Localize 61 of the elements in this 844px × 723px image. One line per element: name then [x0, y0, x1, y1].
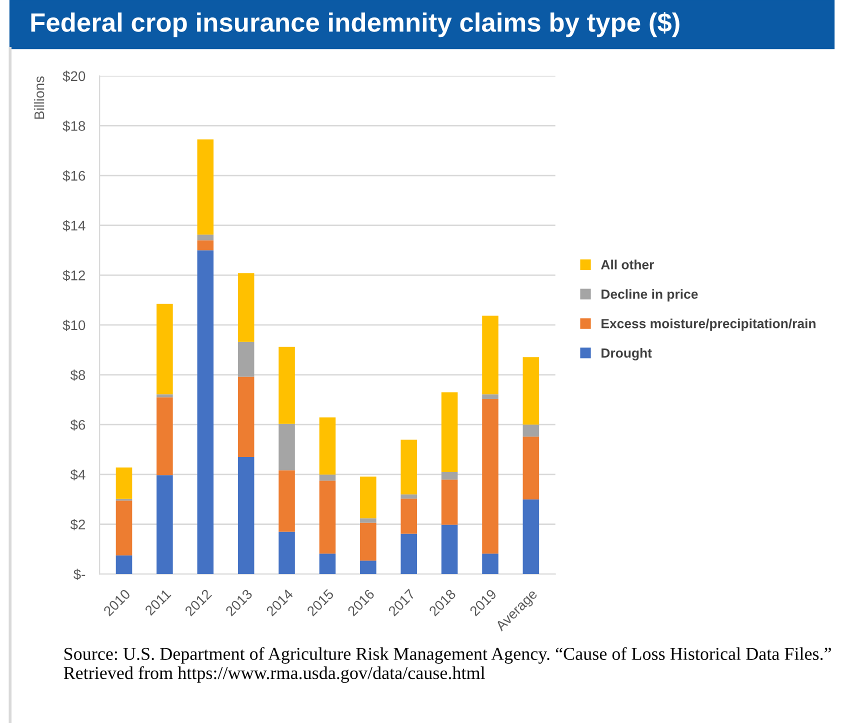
- bar: [400, 498, 417, 534]
- bar: [360, 560, 376, 574]
- bar: [482, 394, 498, 399]
- bar: [156, 475, 173, 574]
- bar: [238, 456, 254, 574]
- bar: [522, 357, 540, 425]
- bar: [400, 494, 417, 499]
- legend-label: Drought: [602, 348, 652, 360]
- bar: [482, 554, 498, 574]
- bar: [441, 480, 458, 525]
- bar: [197, 139, 214, 235]
- y-tick-label: $18: [62, 120, 86, 132]
- bar: [156, 304, 173, 394]
- bar: [319, 480, 336, 554]
- y-tick-label: $10: [62, 320, 86, 331]
- bar: [360, 518, 376, 523]
- bar: [238, 376, 254, 457]
- bar: [238, 273, 254, 342]
- bar: [319, 474, 336, 481]
- bar: [360, 476, 376, 518]
- bar: [319, 417, 336, 475]
- chart-title: Federal crop insurance indemnity claims by type ($): [31, 12, 680, 38]
- bar: [197, 250, 214, 574]
- bar: [197, 240, 214, 250]
- legend-label: Decline in price: [602, 289, 698, 302]
- source-note: Source: U.S. Department of Agriculture Risk Management Agency. “Cause of Loss Historical Data Files.” Retrieved from https://www.rma.usda.gov/data/cause.html: [64, 647, 831, 683]
- bar: [400, 440, 417, 494]
- bar: [400, 534, 417, 574]
- bar: [522, 499, 540, 574]
- bar: [278, 470, 295, 532]
- bar: [197, 234, 214, 240]
- bar: [116, 467, 132, 499]
- bar: [278, 424, 295, 470]
- bar: [441, 524, 458, 574]
- y-tick-label: $20: [62, 70, 86, 82]
- bar: [360, 522, 376, 561]
- bar: [441, 392, 458, 472]
- bar: [278, 346, 295, 424]
- y-tick-label: $8: [70, 370, 86, 381]
- y-tick-label: $14: [62, 220, 86, 232]
- y-tick-label: $4: [70, 469, 86, 480]
- bar: [278, 532, 295, 574]
- y-tick-label: $12: [62, 270, 86, 282]
- legend-label: All other: [601, 260, 654, 270]
- y-tick-label: $16: [62, 170, 86, 182]
- bar: [441, 472, 458, 480]
- y-tick-label: $2: [70, 519, 86, 530]
- bar: [116, 555, 132, 574]
- bar: [156, 394, 173, 398]
- bar: [522, 436, 540, 500]
- bar: [482, 316, 498, 394]
- legend-label: Excess moisture/precipitation/rain: [602, 318, 816, 331]
- bar: [319, 554, 336, 574]
- bar: [482, 398, 498, 554]
- y-axis-title: Billions: [34, 76, 44, 119]
- bar: [522, 424, 540, 437]
- bar: [156, 397, 173, 476]
- bar: [238, 342, 254, 377]
- y-tick-label: $6: [70, 419, 86, 431]
- bar: [116, 500, 132, 556]
- y-tick-label: $-: [74, 568, 86, 580]
